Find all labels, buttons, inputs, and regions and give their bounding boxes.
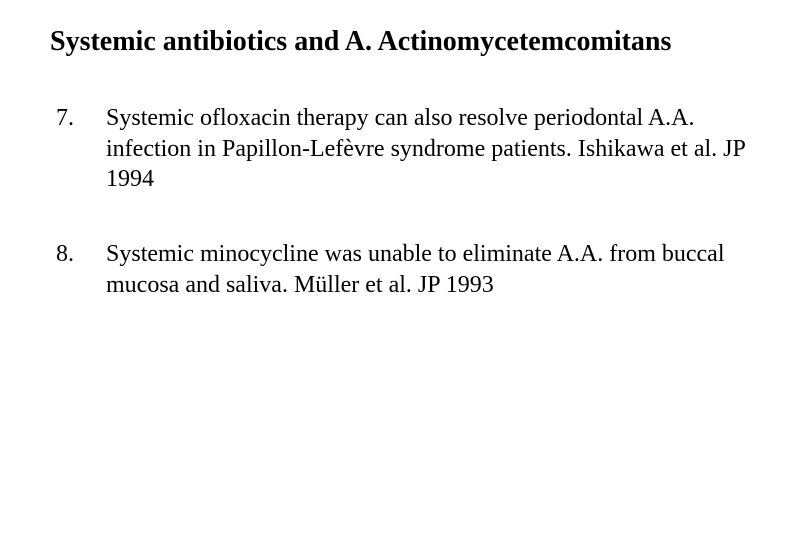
list-text: Systemic minocycline was unable to elimi… xyxy=(106,239,760,300)
list-item: 8. Systemic minocycline was unable to el… xyxy=(50,239,760,300)
slide-title: Systemic antibiotics and A. Actinomycete… xyxy=(50,24,760,59)
list-marker: 7. xyxy=(50,103,106,134)
list-marker: 8. xyxy=(50,239,106,270)
points-list: 7. Systemic ofloxacin therapy can also r… xyxy=(50,103,760,301)
list-item: 7. Systemic ofloxacin therapy can also r… xyxy=(50,103,760,195)
list-text: Systemic ofloxacin therapy can also reso… xyxy=(106,103,760,195)
slide-container: Systemic antibiotics and A. Actinomycete… xyxy=(0,0,810,540)
